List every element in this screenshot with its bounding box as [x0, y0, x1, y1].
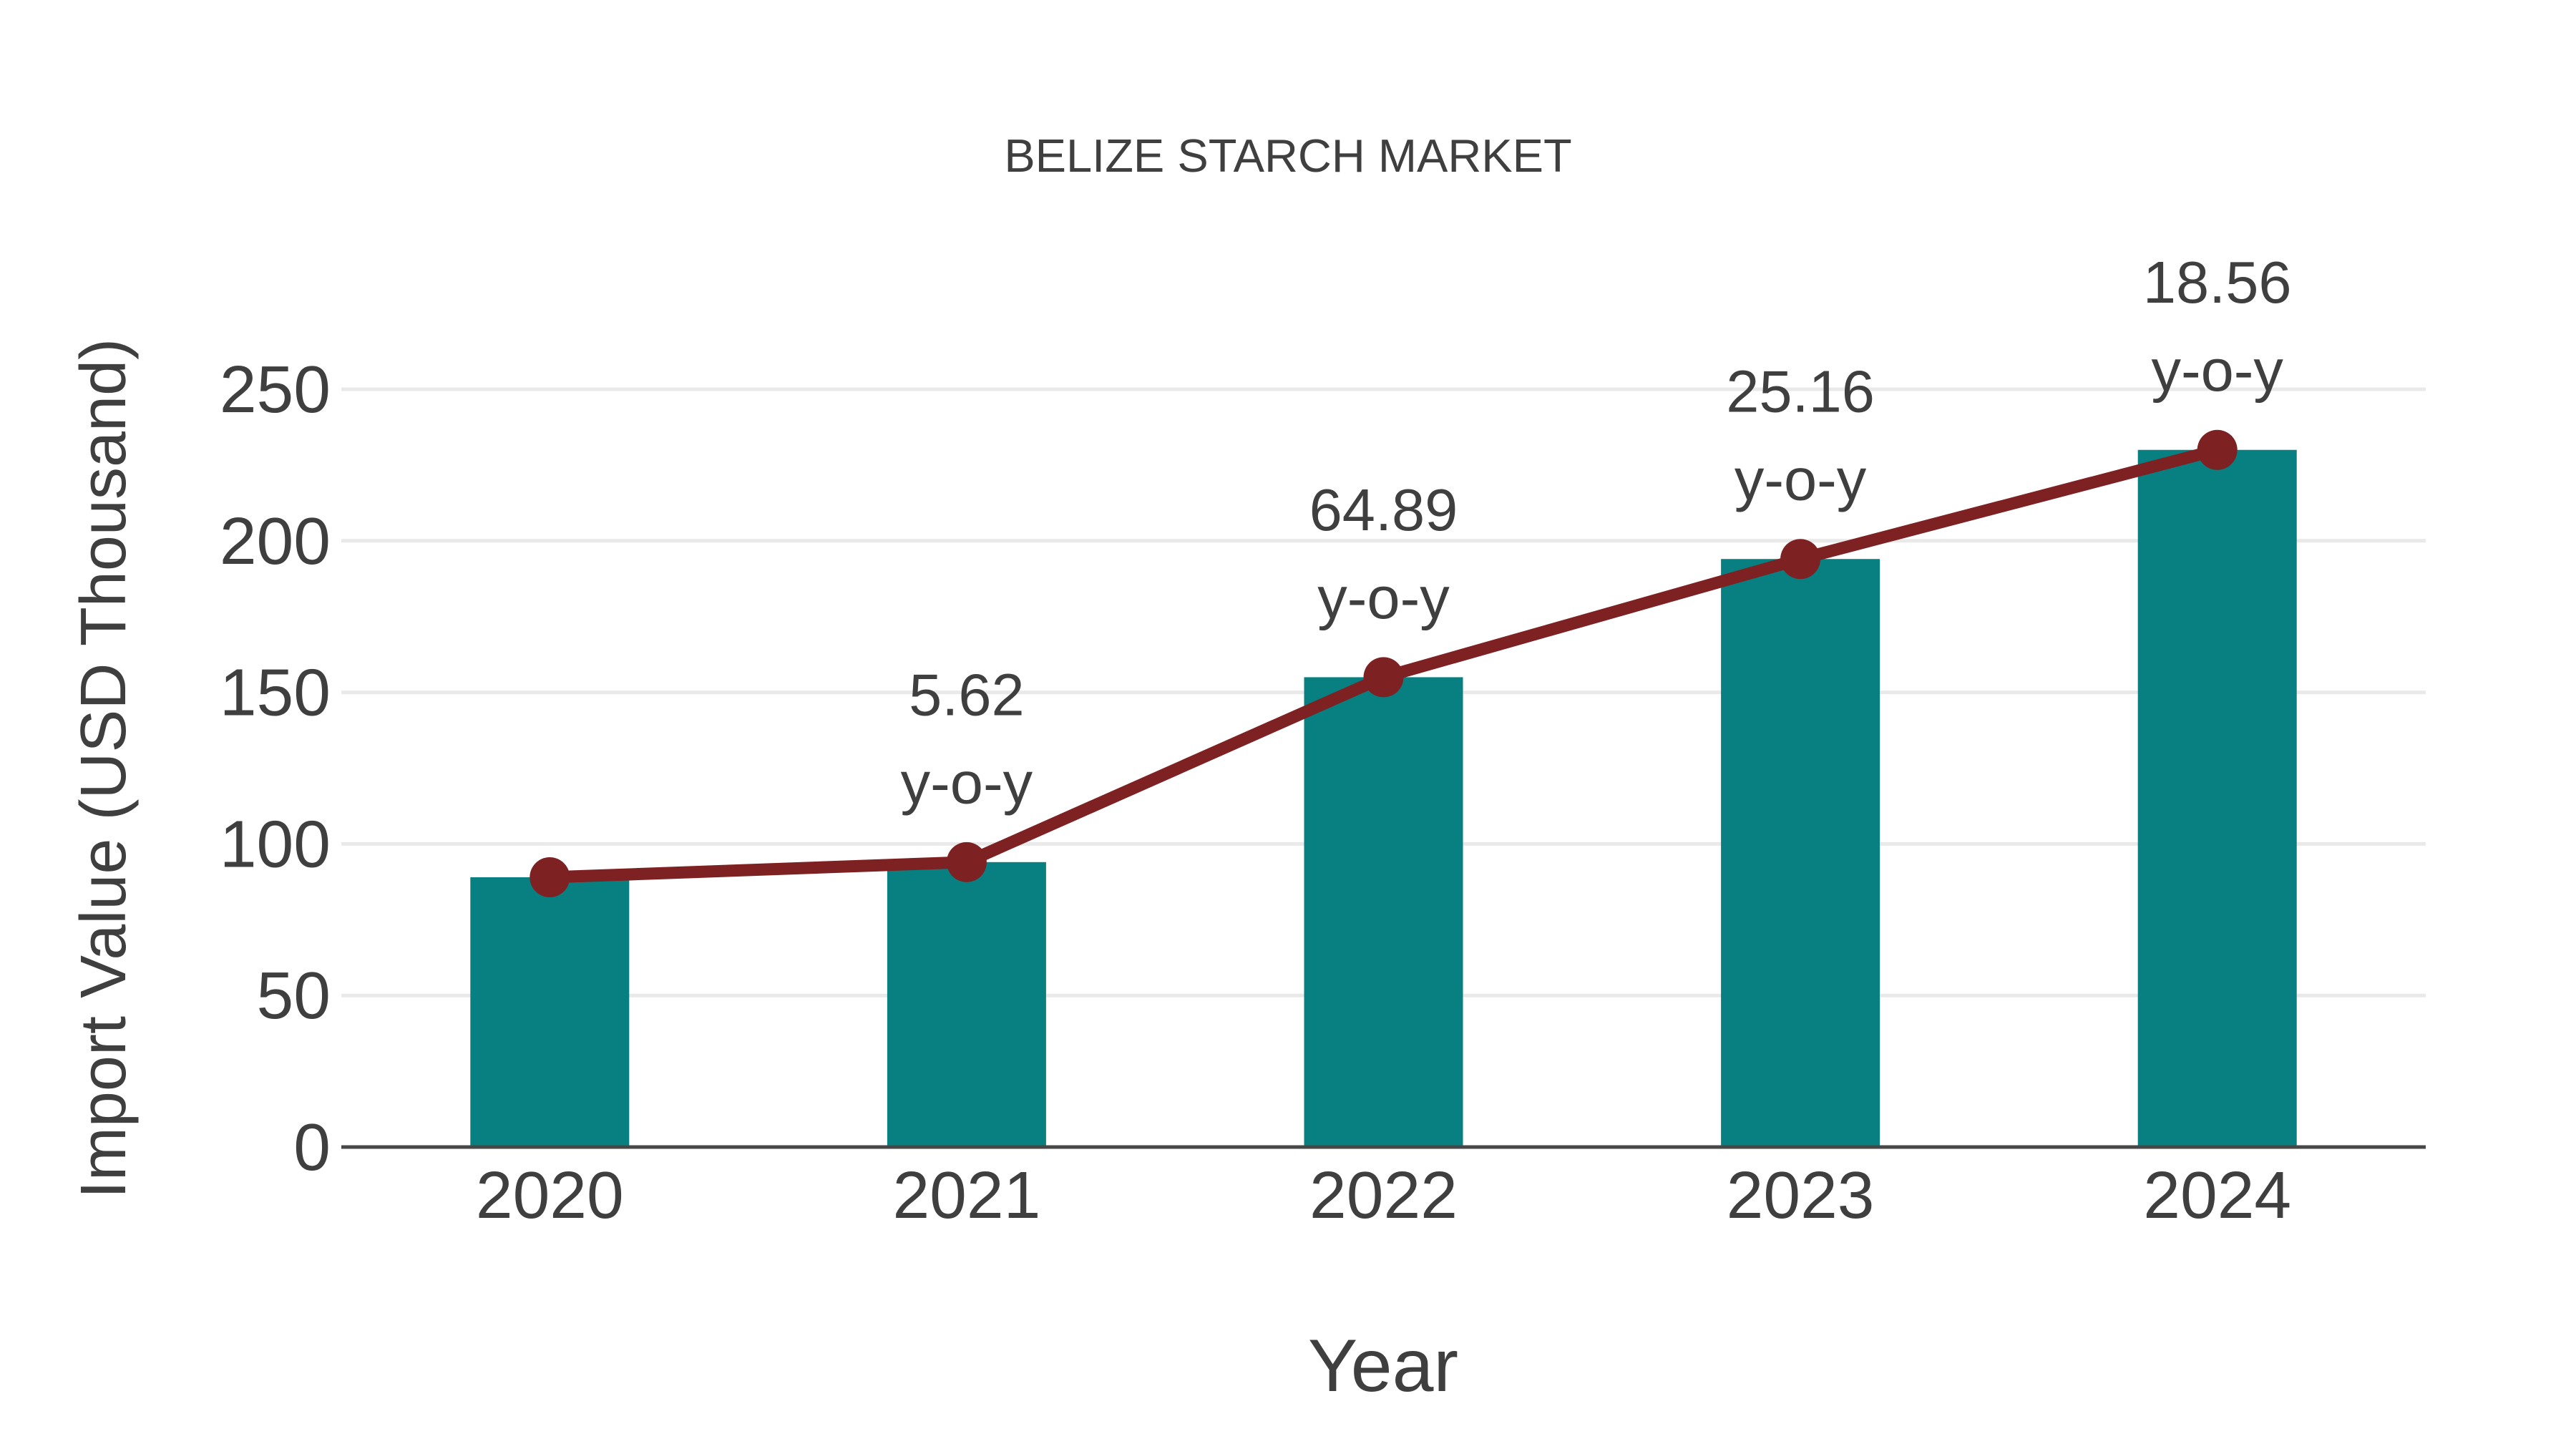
- bar[interactable]: [1304, 677, 1463, 1147]
- bar[interactable]: [2137, 449, 2297, 1147]
- y-axis-title: Import Value (USD Thousand): [68, 338, 140, 1199]
- bar[interactable]: [1721, 559, 1880, 1147]
- x-tick-label: 2024: [2143, 1158, 2291, 1232]
- x-tick-label: 2020: [476, 1158, 624, 1232]
- y-tick-label: 50: [257, 958, 331, 1033]
- bar[interactable]: [470, 877, 630, 1147]
- annotation-suffix: y-o-y: [1735, 447, 1867, 513]
- line-marker[interactable]: [1363, 657, 1404, 698]
- annotation-value: 5.62: [909, 661, 1025, 728]
- bar-series: [470, 449, 2297, 1147]
- annotation-suffix: y-o-y: [901, 749, 1033, 816]
- y-tick-label: 0: [293, 1110, 331, 1184]
- x-axis-title: Year: [1308, 1324, 1458, 1407]
- y-tick-label: 100: [220, 806, 331, 881]
- line-marker[interactable]: [2197, 429, 2238, 470]
- y-tick-label: 150: [220, 655, 331, 730]
- line-marker[interactable]: [530, 857, 570, 897]
- line-marker[interactable]: [1780, 539, 1821, 580]
- y-tick-label: 200: [220, 504, 331, 578]
- x-tick-labels: 2020 2021 2022 2023 2024: [476, 1158, 2291, 1232]
- chart-title: BELIZE STARCH MARKET: [1004, 130, 1571, 182]
- x-tick-label: 2022: [1309, 1158, 1458, 1232]
- line-series: [530, 429, 2238, 897]
- point-annotations: 5.62 y-o-y 64.89 y-o-y 25.16 y-o-y 18.56 y-o-y: [901, 249, 2292, 816]
- x-tick-label: 2021: [892, 1158, 1040, 1232]
- y-tick-label: 250: [220, 352, 331, 426]
- line-marker[interactable]: [946, 841, 987, 882]
- annotation-suffix: y-o-y: [1317, 565, 1450, 631]
- annotation-value: 18.56: [2143, 249, 2292, 316]
- x-tick-label: 2023: [1727, 1158, 1875, 1232]
- y-tick-labels: 0 50 100 150 200 250: [220, 352, 331, 1184]
- annotation-suffix: y-o-y: [2151, 337, 2283, 404]
- annotation-value: 25.16: [1726, 358, 1875, 425]
- annotation-value: 64.89: [1309, 477, 1458, 543]
- bar[interactable]: [887, 862, 1046, 1147]
